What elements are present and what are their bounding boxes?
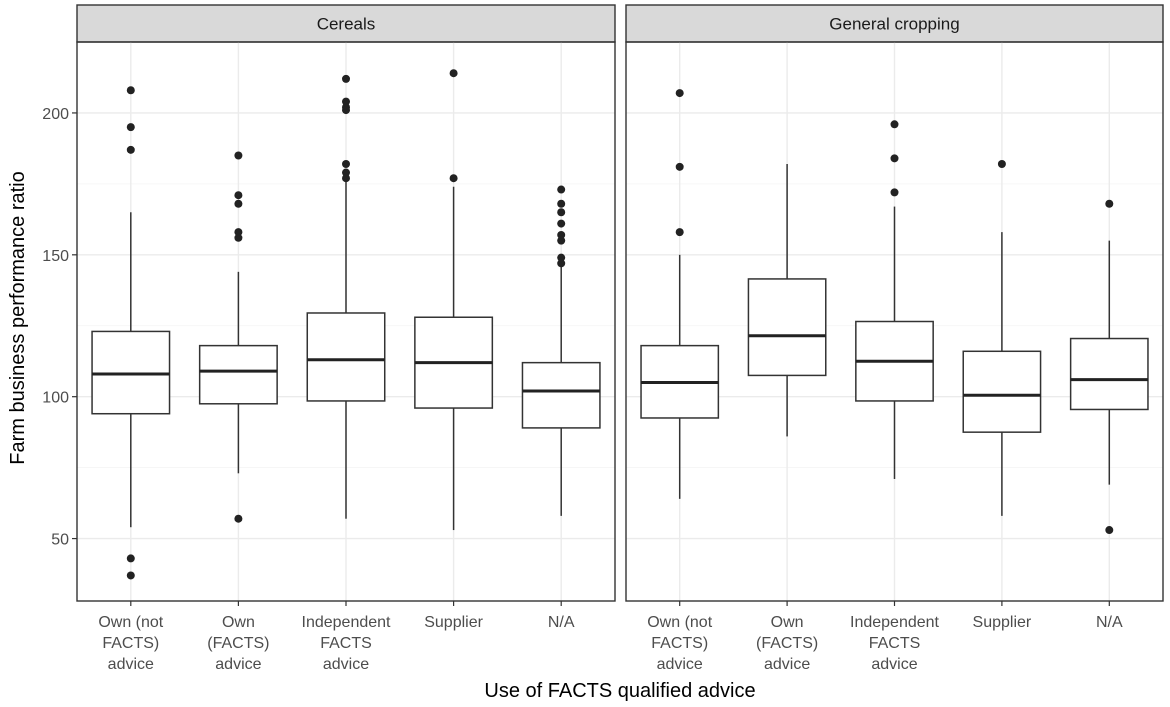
outlier-point [126,145,135,154]
outlier-point [342,74,350,83]
panel-title: General cropping [829,15,959,34]
box-4 [414,69,494,531]
x-tick-label-line: advice [764,656,810,673]
x-tick-label-line: Own (not [98,614,163,631]
outlier-point [449,174,458,183]
interquartile-box [521,361,601,429]
outlier-point [890,154,899,163]
y-axis-title: Farm business performance ratio [7,171,29,464]
outlier-point [126,123,135,132]
panels-layer: Cereals Own (not FACTS) advice Own (FACTS) adv… [42,4,1164,673]
y-tick-label: 50 [51,532,69,549]
outlier-point [557,208,566,217]
x-tick-label: N/A [548,614,575,631]
box-3 [306,74,386,519]
outlier-point [675,228,684,237]
panel-strip [76,4,616,43]
x-tick-label: Own (FACTS) advice [756,614,818,673]
x-tick-label-line: Own (not [647,614,712,631]
box-4 [962,160,1042,516]
x-tick-label-line: N/A [1096,614,1123,631]
interquartile-box [747,278,827,377]
outlier-point [557,219,566,228]
interquartile-box [198,344,278,405]
outlier-point [342,106,350,115]
x-tick-label-line: Own [771,614,804,631]
box-3 [855,120,934,479]
outlier-point [557,185,566,194]
outlier-point [557,230,566,239]
outlier-point [342,174,350,183]
x-tick-label-line: advice [108,656,154,673]
outlier-point [890,188,899,197]
outlier-point [234,233,243,242]
outlier-point [675,162,684,171]
x-tick-label-line: Own [222,614,255,631]
x-tick-label-line: Supplier [973,614,1032,631]
panel-1: Cereals Own (not FACTS) advice Own (FACTS) adv… [76,4,616,673]
interquartile-box [306,312,386,402]
outlier-point [126,554,135,563]
outlier-point [234,228,243,237]
x-tick-label-line: advice [323,656,369,673]
panel-2: General cropping Own (not FACTS) advice Own (… [625,4,1164,673]
x-tick-label-line: advice [215,656,261,673]
y-tick-label: 200 [42,106,69,123]
outlier-point [234,514,243,523]
x-tick-label-line: advice [657,656,703,673]
x-tick-label: N/A [1096,614,1123,631]
outlier-point [234,199,243,208]
outlier-point [342,168,350,177]
panel-title: Cereals [317,15,376,34]
x-tick-label-line: Independent [850,614,940,631]
box-2 [747,164,827,437]
outlier-point [342,160,350,169]
x-tick-label-line: advice [871,656,917,673]
x-tick-label-line: (FACTS) [756,635,818,652]
outlier-point [342,97,350,106]
x-tick-label-line: Supplier [424,614,483,631]
x-tick-label: Own (FACTS) advice [207,614,269,673]
box-5 [1069,199,1149,535]
outlier-point [126,86,135,95]
x-tick-label-line: FACTS) [102,635,159,652]
outlier-point [449,69,458,78]
outlier-point [890,120,899,129]
x-tick-label-line: FACTS [869,635,921,652]
outlier-point [1105,199,1114,208]
x-tick-label: Own (not FACTS) advice [98,614,163,673]
x-tick-label: Supplier [973,614,1032,631]
interquartile-box [1069,337,1149,411]
x-axis-title: Use of FACTS qualified advice [484,680,755,702]
y-tick-label: 100 [42,390,69,407]
x-tick-label-line: Independent [302,614,392,631]
x-tick-label-line: N/A [548,614,575,631]
outlier-point [557,253,566,262]
x-tick-label: Supplier [424,614,483,631]
y-tick-label: 150 [42,248,69,265]
outlier-point [1105,526,1114,535]
panel-strip [625,4,1164,43]
outlier-point [557,259,566,268]
interquartile-box [962,350,1042,433]
box-1 [91,86,171,580]
x-tick-label-line: FACTS [320,635,372,652]
outlier-point [234,151,243,160]
outlier-point [234,191,243,200]
x-tick-label-line: FACTS) [651,635,708,652]
x-tick-label: Independent FACTS advice [850,614,940,673]
x-tick-label: Own (not FACTS) advice [647,614,712,673]
box-1 [640,89,720,499]
x-tick-label-line: (FACTS) [207,635,269,652]
box-5 [521,185,601,516]
outlier-point [126,571,135,580]
box-2 [198,151,278,523]
outlier-point [557,236,566,245]
x-tick-label: Independent FACTS advice [302,614,392,673]
outlier-point [557,199,566,208]
outlier-point [997,160,1006,169]
outlier-point [675,89,684,98]
